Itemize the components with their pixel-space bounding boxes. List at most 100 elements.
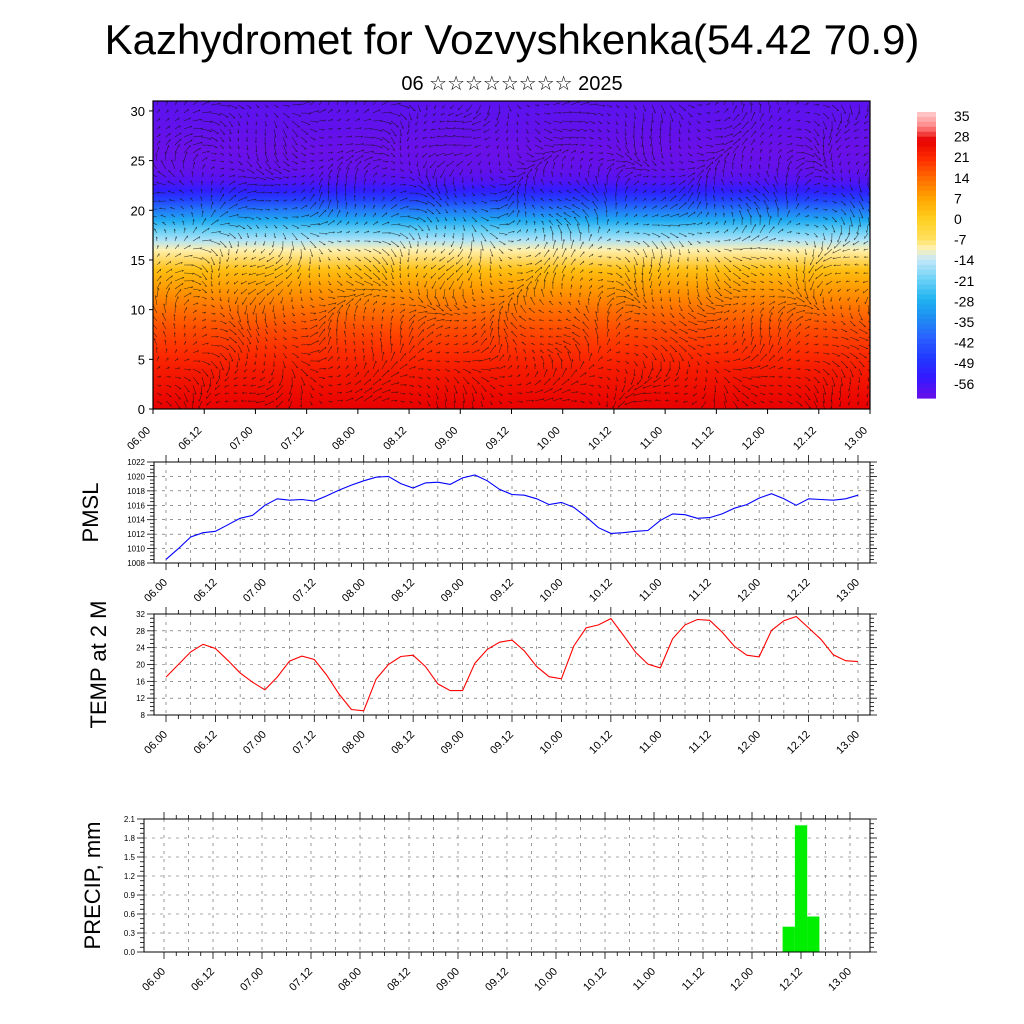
- x-tick-label: 07.00: [238, 966, 266, 994]
- temp-panel: 8 12 16 20 24 28 32 06.00 06.12 07.00 07.12 08.00 08…: [86, 601, 877, 757]
- x-tick-label: 06.12: [192, 577, 220, 605]
- colorbar-band: [917, 141, 936, 148]
- x-tick-label: 11.00: [637, 729, 664, 756]
- x-tick-label: 12.00: [735, 729, 763, 757]
- precip-bar: [794, 825, 808, 952]
- x-tick-label: 06.12: [192, 729, 220, 757]
- precip-bar: [807, 916, 820, 952]
- colorbar-band: [917, 314, 936, 320]
- colorbar-band: [917, 333, 936, 340]
- y-tick-label: 0.9: [124, 891, 136, 900]
- colorbar-band: [917, 255, 936, 261]
- grid: [144, 818, 870, 953]
- y-tick-label: 0.0: [124, 948, 136, 957]
- colorbar-band: [917, 324, 936, 330]
- x-tick-label: 10.12: [587, 729, 615, 757]
- y-tick-label: 1022: [127, 458, 145, 467]
- x-tick-label: 06.12: [176, 425, 204, 453]
- y-tick-label: 1014: [127, 516, 145, 525]
- colorbar-band: [917, 116, 936, 123]
- x-tick-label: 11.12: [689, 425, 716, 452]
- colorbar-label: -21: [954, 273, 974, 289]
- x-tick-label: 11.12: [680, 966, 707, 993]
- y-tick-label: 2.1: [124, 815, 136, 824]
- y-tick-label: 0: [138, 402, 145, 417]
- x-tick-label: 07.12: [290, 577, 318, 605]
- colorbar-band: [917, 319, 936, 325]
- panel-frame: [153, 461, 871, 564]
- y-tick-label: 0.3: [124, 929, 136, 938]
- x-tick-label: 12.12: [785, 729, 813, 757]
- colorbar-band: [917, 284, 936, 291]
- y-tick-label: 1016: [127, 501, 145, 510]
- x-tick-label: 06.00: [142, 729, 170, 757]
- y-tick-label: 24: [136, 644, 145, 653]
- colorbar-band: [917, 348, 936, 355]
- y-tick-label: 1020: [127, 472, 145, 481]
- colorbar-label: 14: [954, 170, 970, 186]
- y-tick-label: 30: [131, 104, 145, 119]
- y-tick-label: 1.2: [124, 872, 136, 881]
- y-axis-label: PRECIP, mm: [80, 822, 105, 950]
- precip-panel: 0.0 0.3 0.6 0.9 1.2 1.5 1.8 2.1 06.00 06.12 07.00 0…: [80, 812, 877, 994]
- x-tick-label: 10.12: [581, 966, 609, 994]
- x-tick-label: 09.12: [484, 425, 512, 453]
- colorbar-band: [917, 383, 936, 389]
- x-tick-label: 09.12: [488, 729, 516, 757]
- temperature-field: [153, 101, 870, 409]
- x-tick-label: 11.12: [686, 577, 713, 604]
- colorbar-band: [917, 210, 936, 217]
- x-tick-label: 09.12: [488, 577, 516, 605]
- colorbar-band: [917, 185, 936, 192]
- colorbar-band: [917, 250, 936, 256]
- x-tick-label: 10.00: [538, 729, 566, 757]
- colorbar-label: -42: [954, 335, 974, 351]
- y-tick-label: 28: [136, 627, 145, 636]
- colorbar-band: [917, 368, 936, 374]
- x-tick-label: 06.00: [125, 425, 153, 453]
- colorbar-band: [917, 195, 936, 202]
- colorbar-band: [917, 146, 936, 153]
- x-tick-label: 08.12: [385, 966, 413, 994]
- x-tick-label: 07.12: [287, 966, 315, 994]
- y-axis-label: PMSL: [78, 483, 103, 543]
- colorbar-band: [917, 279, 936, 286]
- colorbar-band: [917, 235, 936, 241]
- x-tick-label: 07.12: [290, 729, 318, 757]
- x-tick-label: 11.00: [637, 577, 664, 604]
- x-tick-label: 07.00: [241, 729, 269, 757]
- minor-ticks: [147, 455, 877, 570]
- x-tick-label: 08.00: [330, 425, 358, 453]
- x-tick-label: 07.00: [228, 425, 256, 453]
- colorbar-band: [917, 220, 936, 227]
- colorbar-label: -7: [954, 232, 967, 248]
- minor-ticks: [147, 607, 877, 722]
- colorbar-band: [917, 171, 936, 177]
- panel-frame: [143, 818, 871, 953]
- colorbar-band: [917, 388, 936, 394]
- x-tick-label: 09.00: [432, 425, 460, 453]
- series-line: [165, 474, 859, 560]
- y-tick-label: 5: [138, 352, 145, 367]
- grid: [154, 461, 870, 564]
- colorbar-band: [917, 190, 936, 197]
- x-tick-label: 08.12: [389, 577, 417, 605]
- x-tick-label: 13.00: [834, 577, 862, 605]
- y-tick-label: 20: [136, 661, 145, 670]
- colorbar-band: [917, 274, 936, 281]
- pmsl-panel: 1008 1010 1012 1014 1016 1018 1020 1022 06.00 06.…: [78, 455, 877, 605]
- colorbar-band: [917, 156, 936, 162]
- y-tick-label: 0.6: [124, 910, 136, 919]
- x-tick-label: 13.00: [826, 966, 854, 994]
- colorbar-band: [917, 264, 936, 271]
- minor-ticks: [137, 812, 877, 959]
- x-tick-label: 09.12: [483, 966, 511, 994]
- x-tick-label: 08.12: [389, 729, 417, 757]
- y-tick-label: 25: [131, 154, 145, 169]
- x-tick-label: 12.12: [791, 425, 819, 453]
- x-tick-label: 12.00: [740, 425, 768, 453]
- colorbar-band: [917, 378, 936, 384]
- precip-bar: [782, 926, 795, 952]
- colorbar-label: -14: [954, 252, 974, 268]
- colorbar-band: [917, 240, 936, 246]
